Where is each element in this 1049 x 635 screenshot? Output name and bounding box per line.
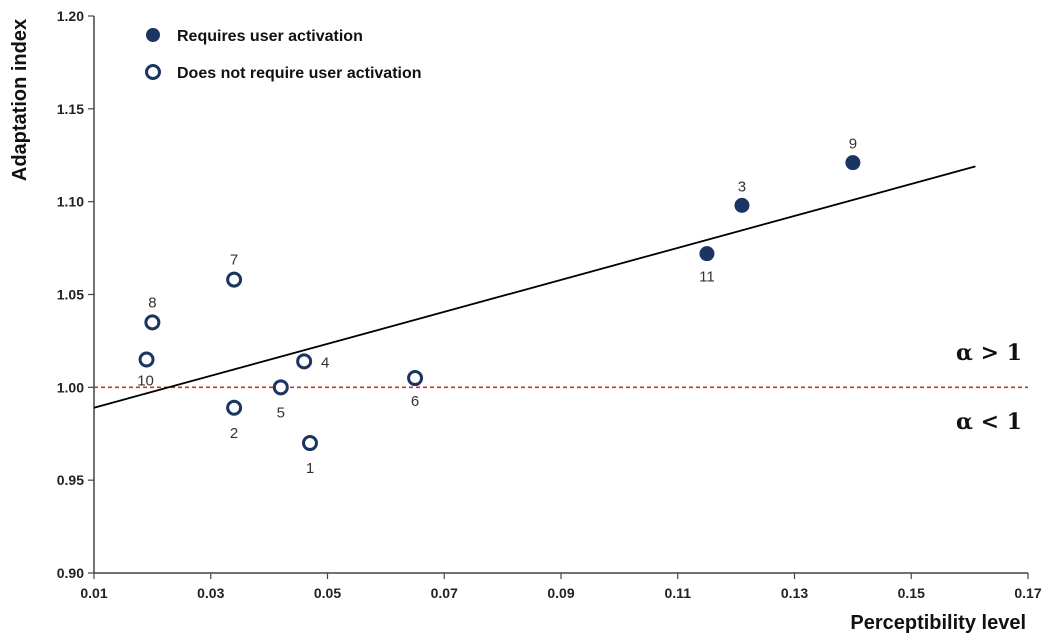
- point-label-3: 3: [738, 178, 746, 195]
- y-tick-label: 0.90: [57, 565, 84, 581]
- trendline: [93, 165, 976, 409]
- point-label-6: 6: [411, 393, 419, 410]
- point-marker-5: [272, 379, 289, 396]
- point-label-4: 4: [321, 354, 329, 371]
- point-label-10: 10: [137, 372, 154, 389]
- point-label-2: 2: [230, 425, 238, 442]
- x-axis-title: Perceptibility level: [850, 612, 1026, 634]
- point-marker-9: [845, 155, 861, 171]
- point-marker-10: [138, 351, 155, 368]
- point-marker-4: [296, 353, 313, 370]
- x-ticks: 0.01 0.03 0.05 0.07 0.09 0.11 0.13 0.15 0.17: [80, 573, 1042, 601]
- x-tick-label: 0.09: [547, 585, 574, 601]
- x-tick-label: 0.03: [197, 585, 224, 601]
- point-marker-2: [226, 399, 243, 416]
- y-tick-label: 1.10: [57, 194, 84, 210]
- point-marker-6: [407, 370, 424, 387]
- x-tick-label: 0.01: [80, 585, 107, 601]
- y-tick-label: 1.20: [57, 8, 84, 24]
- y-tick-label: 1.00: [57, 379, 84, 395]
- y-tick-label: 1.15: [57, 101, 84, 117]
- y-tick-label: 1.05: [57, 287, 84, 303]
- y-ticks: 0.90 0.95 1.00 1.05 1.10 1.15 1.20: [57, 8, 94, 581]
- y-tick-label: 0.95: [57, 472, 84, 488]
- point-label-7: 7: [230, 252, 238, 269]
- point-label-1: 1: [306, 460, 314, 477]
- x-tick-label: 0.05: [314, 585, 341, 601]
- x-tick-label: 0.13: [781, 585, 808, 601]
- point-label-9: 9: [849, 136, 857, 153]
- annotations: α > 1 α < 1: [956, 340, 1022, 435]
- legend: Requires user activation Does not requir…: [145, 28, 422, 82]
- point-label-8: 8: [148, 294, 156, 311]
- y-axis-title: Adaptation index: [9, 19, 31, 181]
- x-tick-label: 0.15: [898, 585, 925, 601]
- legend-marker-requires-activation: [146, 28, 160, 42]
- point-label-5: 5: [277, 404, 285, 421]
- legend-label-no-activation: Does not require user activation: [177, 65, 422, 82]
- alpha-less-label: α < 1: [956, 409, 1022, 435]
- point-marker-7: [226, 271, 243, 288]
- x-tick-label: 0.17: [1014, 585, 1041, 601]
- axes: [93, 16, 1028, 574]
- point-marker-3: [734, 197, 750, 213]
- point-marker-11: [699, 246, 715, 262]
- point-label-11: 11: [699, 269, 715, 286]
- trendline-group: [93, 165, 976, 409]
- x-tick-label: 0.11: [665, 585, 692, 601]
- point-marker-1: [301, 435, 318, 452]
- data-points: 9 3 11 7 8 10 4 6 5 2 1: [137, 136, 861, 477]
- point-marker-8: [144, 314, 161, 331]
- x-tick-label: 0.07: [431, 585, 458, 601]
- legend-label-requires-activation: Requires user activation: [177, 28, 363, 45]
- legend-marker-no-activation: [145, 64, 161, 80]
- alpha-greater-label: α > 1: [956, 340, 1022, 366]
